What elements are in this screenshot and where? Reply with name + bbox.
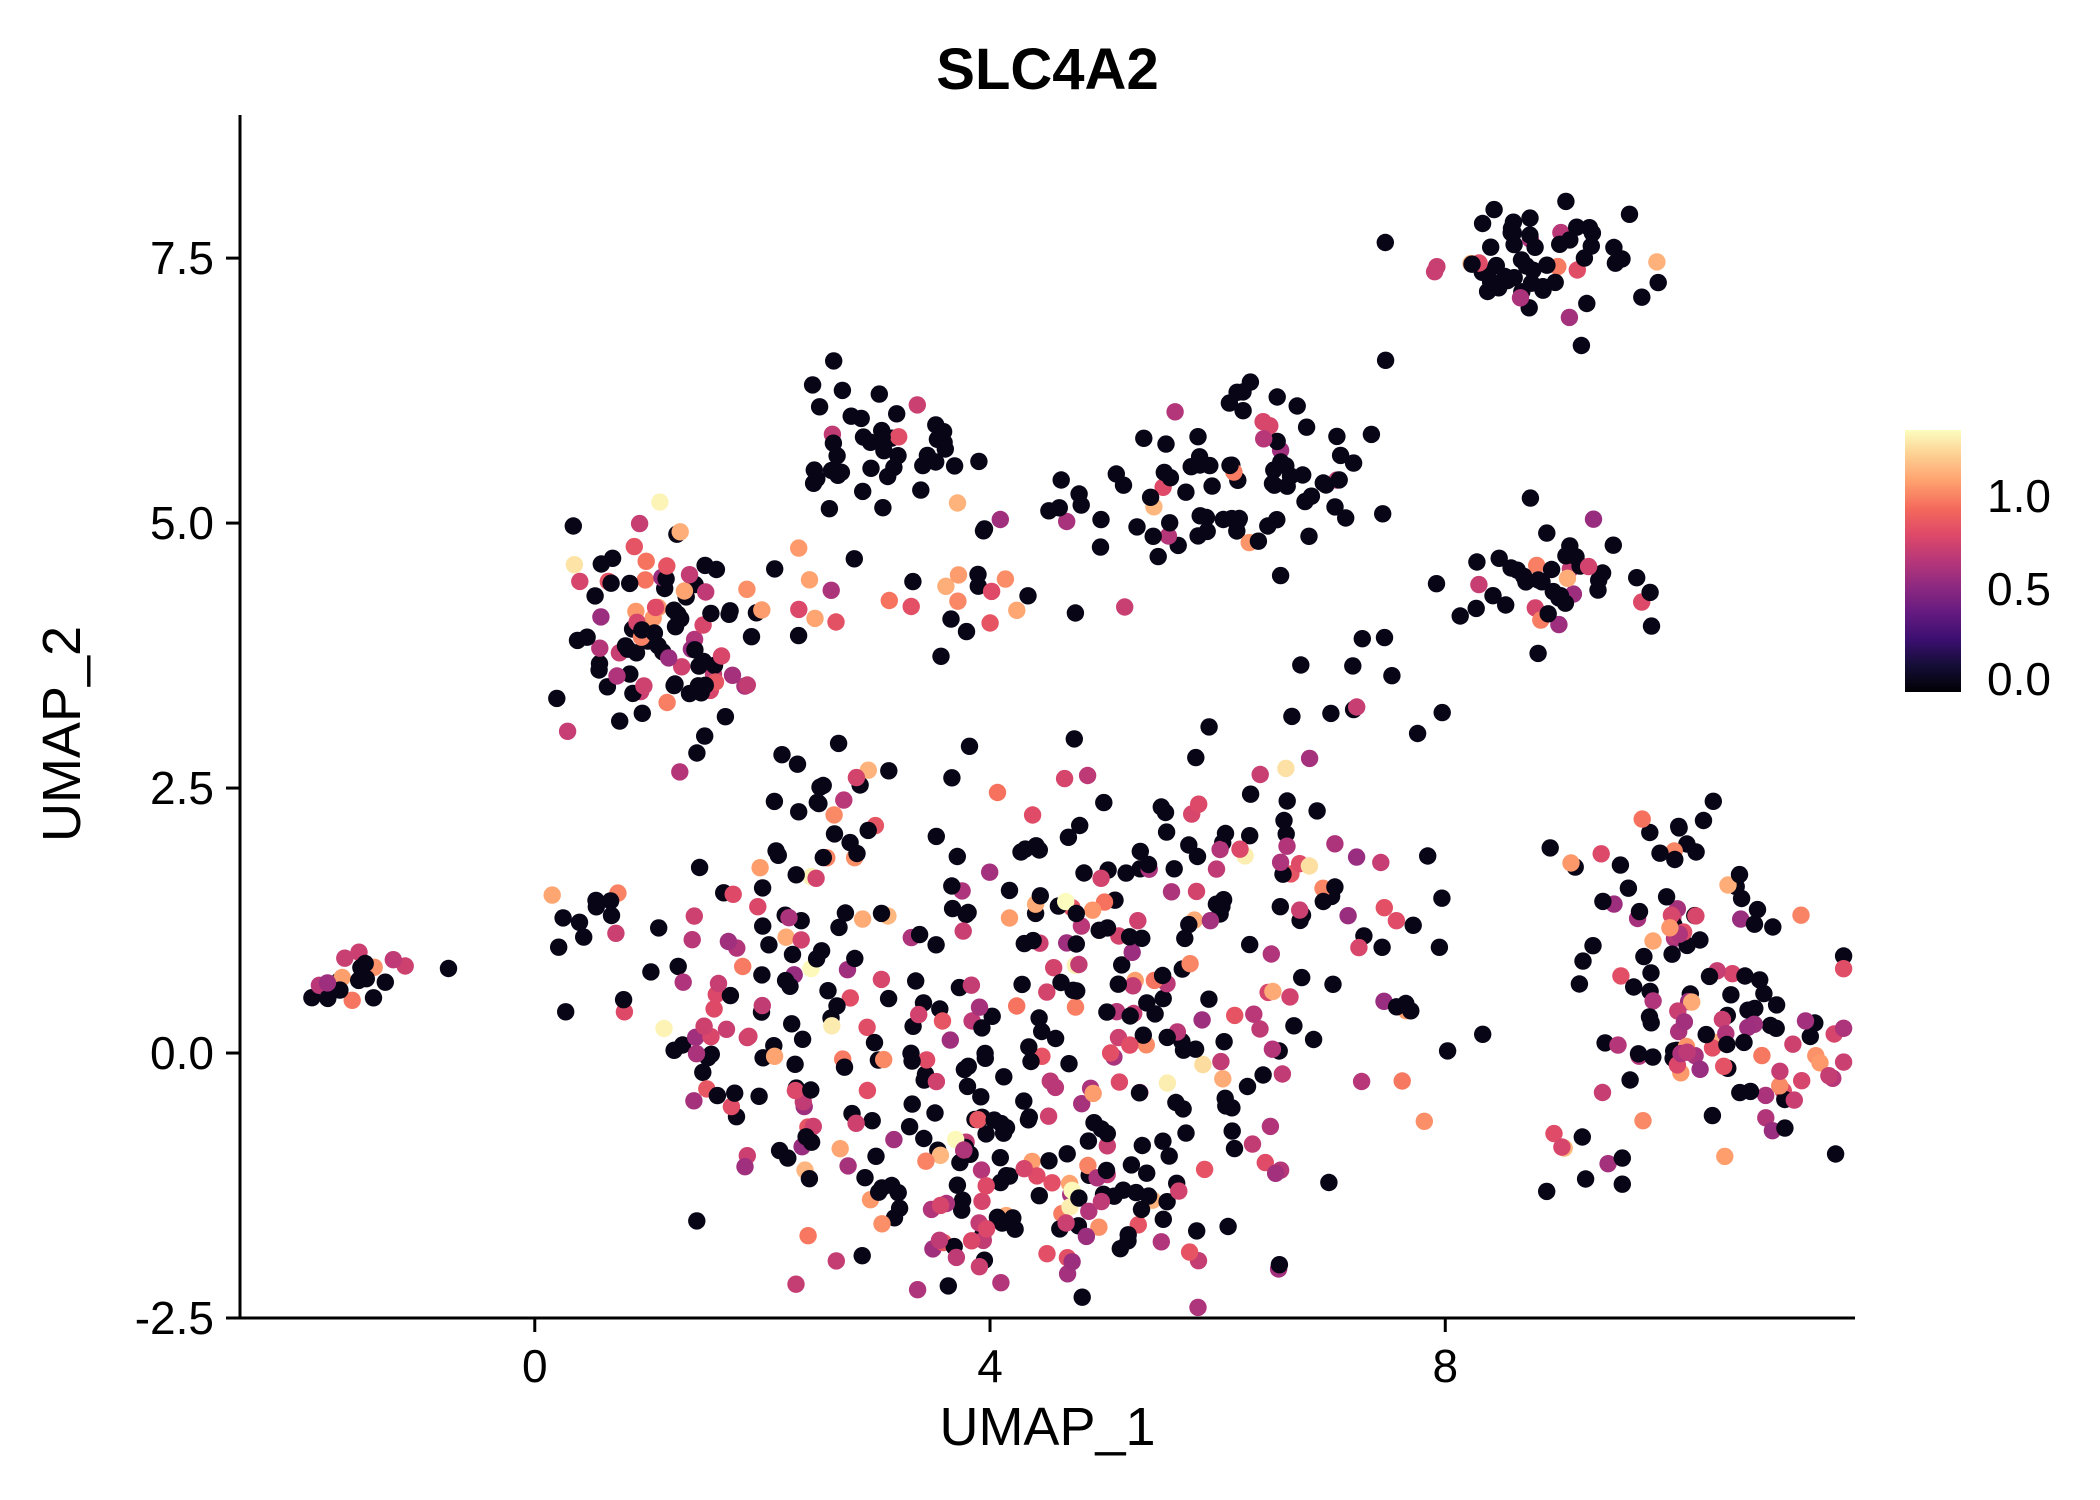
colorbar-tick-label: 0.5 <box>1987 563 2051 616</box>
y-tick-label: 0.0 <box>150 1027 214 1079</box>
y-tick-label: -2.5 <box>135 1292 214 1344</box>
x-tick-label: 4 <box>977 1340 1003 1392</box>
y-tick-label: 5.0 <box>150 497 214 549</box>
y-axis-label: UMAP_2 <box>32 625 92 843</box>
y-tick-label: 7.5 <box>150 232 214 284</box>
scatter-points <box>303 192 1853 1317</box>
expression-colorbar: 1.0 0.5 0.0 <box>1905 430 2100 705</box>
y-tick-label: 2.5 <box>150 762 214 814</box>
plot-title: SLC4A2 <box>936 37 1159 102</box>
colorbar-gradient <box>1905 430 1961 692</box>
colorbar-tick-label: 1.0 <box>1987 469 2051 522</box>
x-tick-label: 8 <box>1432 1340 1458 1392</box>
axes: 0 4 8 -2.5 0.0 2.5 5.0 7.5 <box>135 115 1855 1392</box>
x-tick-label: 0 <box>522 1340 548 1392</box>
x-axis-label: UMAP_1 <box>939 1397 1156 1457</box>
colorbar-tick-label: 0.0 <box>1987 652 2051 705</box>
